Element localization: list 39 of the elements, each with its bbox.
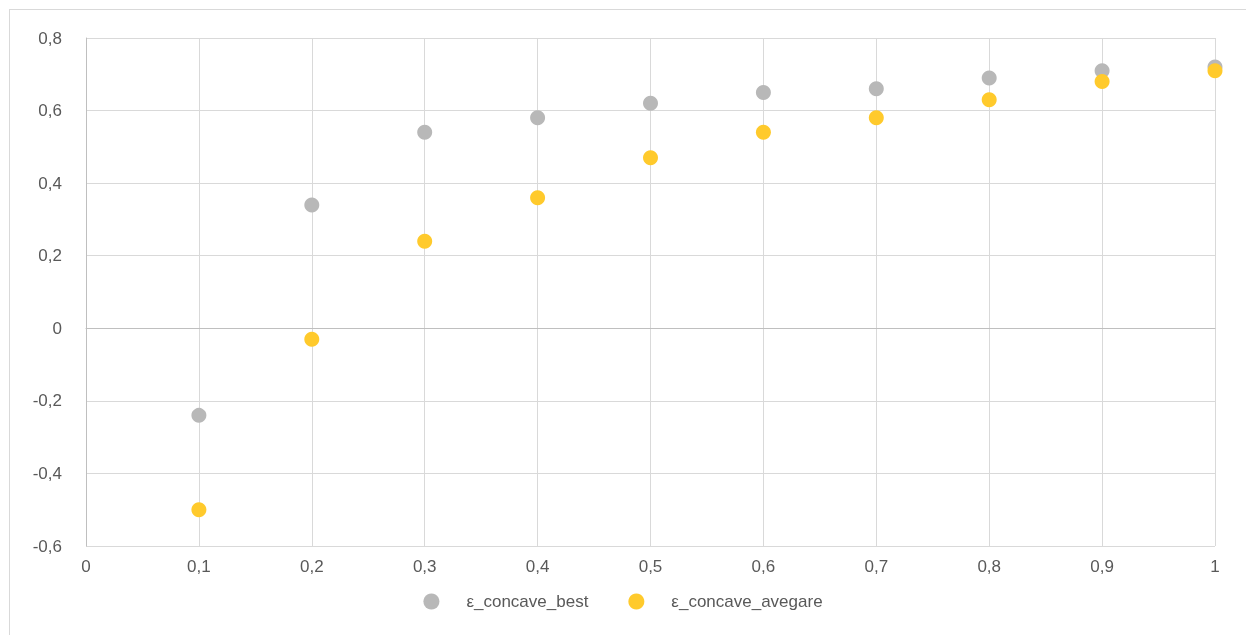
point bbox=[981, 92, 997, 108]
x-tick-label: 1 bbox=[1210, 557, 1220, 576]
point bbox=[1207, 63, 1223, 79]
y-tick-label: 0 bbox=[52, 318, 62, 338]
point bbox=[417, 124, 433, 140]
point bbox=[755, 124, 771, 140]
y-tick-label: 0,8 bbox=[38, 28, 62, 48]
y-tick-label: -0,4 bbox=[32, 463, 62, 483]
point bbox=[417, 233, 433, 249]
x-tick-label: 0,5 bbox=[638, 557, 663, 576]
point bbox=[304, 331, 320, 347]
x-tick-label: 0 bbox=[81, 557, 91, 576]
point bbox=[191, 502, 207, 518]
x-tick-label: 0,8 bbox=[977, 557, 1002, 576]
point bbox=[643, 95, 658, 111]
y-tick-label: -0,6 bbox=[32, 536, 62, 556]
y-tick-label: 0,2 bbox=[38, 246, 62, 266]
legend-label: ε_concave_best bbox=[466, 592, 589, 611]
x-tick-label: 0,1 bbox=[187, 557, 211, 576]
x-tick-label: 0,6 bbox=[751, 557, 776, 576]
x-tick-label: 0,2 bbox=[299, 557, 324, 576]
point bbox=[1094, 74, 1110, 90]
point bbox=[755, 84, 771, 100]
point bbox=[981, 70, 997, 86]
y-tick-label: 0,4 bbox=[38, 173, 62, 193]
y-tick-label: -0,2 bbox=[32, 391, 62, 411]
point bbox=[868, 81, 884, 97]
x-tick-label: 0,3 bbox=[412, 557, 437, 576]
point bbox=[304, 197, 320, 213]
legend-label: ε_concave_avegare bbox=[671, 592, 823, 611]
y-tick-label: 0,6 bbox=[38, 101, 62, 121]
x-tick-label: 0,9 bbox=[1090, 557, 1114, 576]
point bbox=[868, 110, 884, 126]
point bbox=[191, 407, 207, 423]
x-tick-label: 0,4 bbox=[525, 557, 550, 576]
point bbox=[530, 110, 546, 126]
point bbox=[530, 190, 546, 206]
point bbox=[643, 150, 658, 166]
x-tick-label: 0,7 bbox=[864, 557, 889, 576]
